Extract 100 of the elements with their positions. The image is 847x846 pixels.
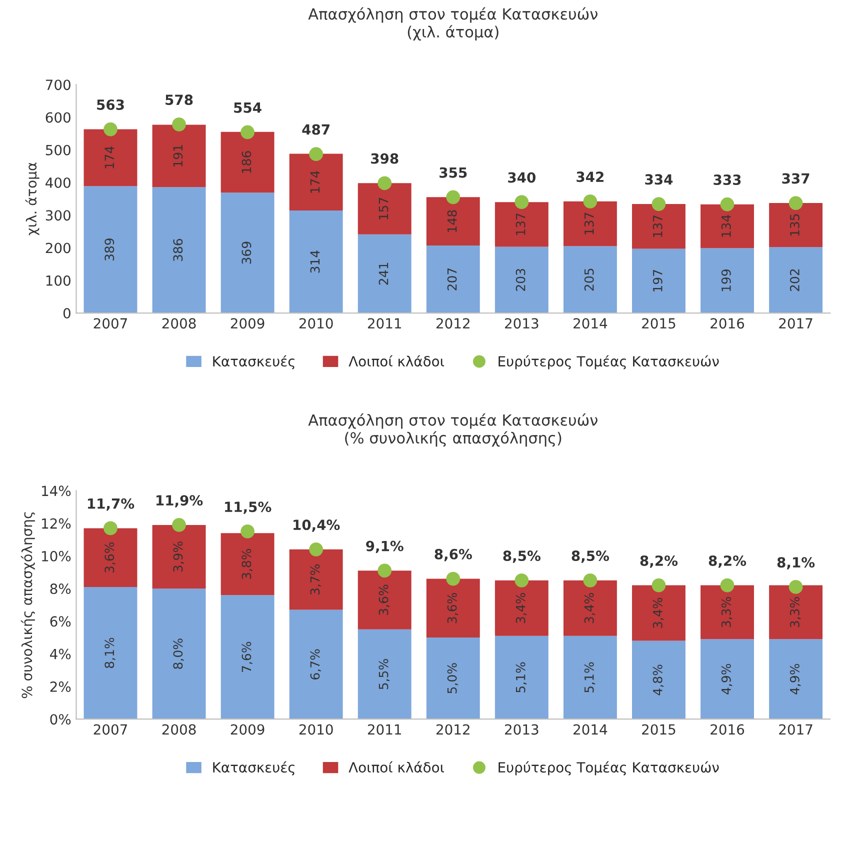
data-label: 8,5% xyxy=(503,550,540,563)
data-label: 3,9% xyxy=(173,542,184,572)
bar xyxy=(358,183,412,234)
data-label: 487 xyxy=(302,124,330,135)
data-label: 3,6% xyxy=(104,542,116,572)
y-tick-label: 0 xyxy=(63,308,70,318)
x-tick-label: 2017 xyxy=(779,318,812,329)
data-label: 202 xyxy=(790,269,800,292)
x-tick-label: 2008 xyxy=(162,318,196,329)
bar xyxy=(84,186,138,314)
data-label: 3,3% xyxy=(790,597,801,628)
bar xyxy=(152,524,206,589)
data-label: 6,7% xyxy=(310,649,321,680)
data-label: 389 xyxy=(104,238,114,261)
chart-title: Απασχόληση στον τομέα Κατασκευών xyxy=(308,7,598,23)
data-label: 3,7% xyxy=(310,564,321,595)
y-axis-title: % συνολικής απασχόλησης xyxy=(20,512,35,698)
data-label: 3,8% xyxy=(242,548,252,580)
data-label: 554 xyxy=(234,102,262,113)
bar xyxy=(563,246,617,314)
data-label: 5,1% xyxy=(516,662,527,692)
data-label: 191 xyxy=(173,145,183,166)
point xyxy=(788,580,803,594)
point xyxy=(652,197,666,211)
point xyxy=(720,197,734,212)
data-label: 241 xyxy=(378,262,388,285)
point xyxy=(583,194,598,208)
data-label: 398 xyxy=(371,153,398,164)
bar xyxy=(494,202,548,247)
y-tick-label: 12% xyxy=(42,518,71,529)
x-tick-label: 2013 xyxy=(505,724,538,735)
data-label: 334 xyxy=(645,174,673,185)
data-label: 4,8% xyxy=(652,664,664,696)
data-label: 355 xyxy=(440,167,467,178)
point xyxy=(240,524,254,538)
bar xyxy=(152,588,206,720)
bar xyxy=(563,201,617,246)
data-label: 135 xyxy=(790,214,800,236)
bar xyxy=(426,197,480,246)
y-tick-label: 10% xyxy=(42,550,71,562)
data-label: 197 xyxy=(652,270,662,292)
data-label: 3,4% xyxy=(516,592,527,624)
bar xyxy=(289,549,343,610)
point xyxy=(172,117,186,132)
x-tick-label: 2015 xyxy=(642,318,676,329)
data-label: 8,0% xyxy=(173,638,184,669)
bar xyxy=(632,204,686,249)
bar xyxy=(358,570,412,630)
data-label: 134 xyxy=(721,214,731,237)
data-label: 11,5% xyxy=(225,502,272,514)
y-tick-label: 4% xyxy=(50,648,71,660)
data-label: 9,1% xyxy=(366,540,404,554)
point xyxy=(378,176,392,190)
data-label: 8,2% xyxy=(708,555,746,568)
data-label: 8,2% xyxy=(640,555,678,568)
data-label: 8,1% xyxy=(777,557,815,570)
y-tick-label: 2% xyxy=(50,681,71,692)
data-label: 8,5% xyxy=(572,550,610,563)
bar xyxy=(289,610,343,720)
bar xyxy=(84,586,138,720)
chart-subtitle: (χιλ. άτομα) xyxy=(408,25,498,41)
data-label: 174 xyxy=(310,170,320,193)
data-label: 337 xyxy=(782,173,810,184)
data-label: 205 xyxy=(584,268,594,291)
data-label: 369 xyxy=(242,242,252,264)
bar xyxy=(700,585,754,640)
legend-label: Λοιποί κλάδοι xyxy=(348,355,444,367)
data-label: 3,3% xyxy=(721,597,732,628)
x-tick-label: 2016 xyxy=(710,724,744,735)
bar xyxy=(358,234,412,314)
bar xyxy=(426,245,480,314)
y-tick-label: 500 xyxy=(46,144,70,156)
data-label: 5,0% xyxy=(447,663,458,694)
point xyxy=(309,147,324,162)
bar xyxy=(426,578,480,638)
bar xyxy=(769,203,823,248)
data-label: 314 xyxy=(310,250,320,273)
bar xyxy=(152,187,206,314)
data-label: 4,9% xyxy=(790,664,801,694)
data-label: 137 xyxy=(584,212,594,234)
data-label: 5,1% xyxy=(584,662,596,692)
point xyxy=(583,573,598,588)
bar xyxy=(700,204,754,248)
y-tick-label: 400 xyxy=(46,177,70,188)
data-label: 7,6% xyxy=(242,642,252,672)
bar xyxy=(632,640,686,720)
legend-label: Λοιποί κλάδοι xyxy=(348,761,444,773)
legend-label: Ευρύτερος Τομέας Κατασκευών xyxy=(498,761,719,776)
chart-title: Απασχόληση στον τομέα Κατασκευών xyxy=(308,413,598,429)
y-tick-label: 600 xyxy=(46,112,70,123)
data-label: 386 xyxy=(173,238,183,262)
x-tick-label: 2010 xyxy=(299,318,333,329)
y-tick-label: 300 xyxy=(46,210,70,221)
point xyxy=(652,578,666,592)
data-label: 340 xyxy=(508,172,536,183)
data-label: 4,9% xyxy=(721,664,732,694)
y-tick-label: 200 xyxy=(46,242,70,254)
y-tick-label: 14% xyxy=(42,486,71,496)
point xyxy=(446,190,460,204)
data-label: 3,4% xyxy=(584,592,596,624)
